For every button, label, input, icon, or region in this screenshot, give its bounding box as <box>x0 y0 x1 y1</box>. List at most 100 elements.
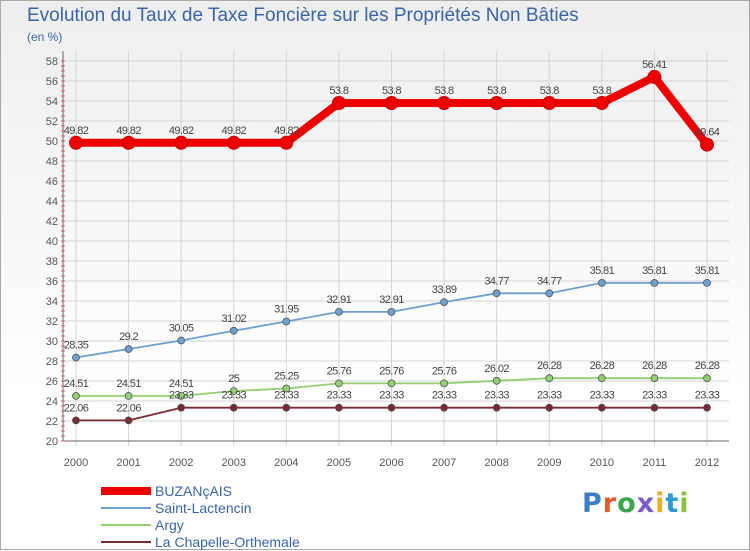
data-label: 33.89 <box>432 284 457 296</box>
legend-swatch <box>101 541 151 543</box>
data-label: 23.33 <box>221 390 246 402</box>
data-point <box>335 379 343 388</box>
y-tick-label: 20 <box>46 436 58 448</box>
data-point <box>69 135 83 150</box>
data-point <box>72 353 80 362</box>
legend-swatch <box>101 507 151 509</box>
y-tick-label: 44 <box>46 196 58 208</box>
data-point <box>72 416 80 425</box>
legend-swatch <box>101 524 151 526</box>
x-tick-label: 2009 <box>537 457 561 469</box>
data-point <box>440 403 448 412</box>
data-label: 53.8 <box>487 85 506 97</box>
data-point <box>174 135 189 150</box>
y-tick-label: 24 <box>46 396 58 408</box>
data-label: 49.82 <box>116 125 141 137</box>
data-label: 26.28 <box>590 360 615 372</box>
grid <box>64 51 729 446</box>
data-point <box>121 135 136 150</box>
data-point <box>492 376 501 385</box>
data-point <box>387 403 396 412</box>
legend: BUZANçAIS Saint-Lactencin Argy La Chapelle-… <box>101 483 401 551</box>
y-tick-label: 32 <box>46 316 58 328</box>
data-label: 26.02 <box>484 363 509 375</box>
data-label: 26.28 <box>537 360 562 372</box>
y-tick-label: 40 <box>46 236 58 248</box>
data-label: 49.82 <box>274 125 299 137</box>
data-label: 28.35 <box>64 340 89 352</box>
y-tick-label: 30 <box>46 336 58 348</box>
data-point <box>177 403 186 412</box>
data-label: 31.95 <box>274 304 299 316</box>
data-point <box>279 135 294 150</box>
data-point <box>700 137 714 152</box>
data-label: 23.33 <box>590 390 615 402</box>
data-point <box>72 391 80 400</box>
data-label: 29.2 <box>119 331 138 343</box>
y-tick-label: 50 <box>46 136 58 148</box>
data-label: 23.33 <box>484 390 509 402</box>
data-label: 49.82 <box>169 125 194 137</box>
data-point <box>650 278 659 287</box>
y-tick-label: 38 <box>46 256 58 268</box>
data-point <box>489 96 504 110</box>
data-label: 35.81 <box>642 265 667 277</box>
data-point <box>492 403 501 412</box>
x-tick-label: 2001 <box>116 457 140 469</box>
data-label: 53.8 <box>329 85 348 97</box>
data-point <box>124 391 133 400</box>
data-point <box>331 96 346 110</box>
data-point <box>282 403 291 412</box>
data-point <box>282 317 291 326</box>
data-label: 32.91 <box>379 294 404 306</box>
data-labels: 49.82 49.82 49.82 49.82 49.82 53.8 53.8 53.8 53.… <box>64 59 721 414</box>
data-point <box>229 326 238 335</box>
legend-label: La Chapelle-Orthemale <box>155 534 300 550</box>
data-label: 56.41 <box>642 59 667 71</box>
data-point <box>545 374 554 383</box>
data-point <box>597 374 606 383</box>
y-tick-label: 28 <box>46 356 58 368</box>
data-point <box>387 307 396 316</box>
data-label: 53.8 <box>592 85 611 97</box>
data-label: 24.51 <box>169 378 194 390</box>
data-label: 23.33 <box>695 390 720 402</box>
x-tick-label: 2004 <box>274 457 298 469</box>
data-point <box>177 391 186 400</box>
x-tick-label: 2010 <box>590 457 614 469</box>
x-tick-label: 2005 <box>327 457 351 469</box>
data-point <box>229 403 238 412</box>
legend-item: BUZANçAIS <box>101 483 401 500</box>
y-tick-label: 48 <box>46 156 58 168</box>
y-tick-label: 52 <box>46 116 58 128</box>
data-label: 24.51 <box>64 378 89 390</box>
data-label: 30.05 <box>169 323 194 335</box>
data-point <box>335 403 343 412</box>
x-tick-label: 2007 <box>432 457 456 469</box>
data-label: 53.8 <box>382 85 401 97</box>
data-point <box>542 96 557 110</box>
data-label: 53.8 <box>540 85 559 97</box>
x-tick-label: 2006 <box>379 457 403 469</box>
data-point <box>226 135 241 150</box>
data-point <box>177 336 186 345</box>
data-point <box>282 384 291 393</box>
data-point <box>703 374 711 383</box>
data-point <box>594 96 609 110</box>
data-point <box>437 96 452 110</box>
data-label: 23.33 <box>274 390 299 402</box>
data-label: 23.33 <box>327 390 352 402</box>
data-point <box>597 403 606 412</box>
data-point <box>703 403 711 412</box>
data-label: 35.81 <box>695 265 720 277</box>
y-tick-label: 22 <box>46 416 58 428</box>
data-point <box>492 289 501 298</box>
y-tick-label: 42 <box>46 216 58 228</box>
data-point <box>597 278 606 287</box>
data-point <box>440 298 448 307</box>
data-label: 22.06 <box>64 402 89 414</box>
data-label: 25.76 <box>379 365 404 377</box>
y-tick-label: 36 <box>46 276 58 288</box>
data-point <box>650 403 659 412</box>
